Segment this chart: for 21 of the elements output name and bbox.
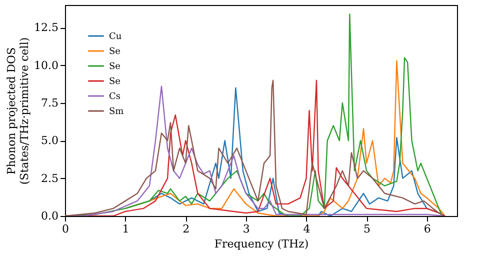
y-tick-label: 10.0 [34,58,58,72]
y-axis-title: Phonon projected DOS (States/THz·primitive cell) [5,37,32,185]
x-tick-label: 5 [364,222,371,236]
legend-label: Se [109,47,120,57]
y-tick-label: 5.0 [41,134,58,148]
x-tick-label: 1 [122,222,130,236]
legend-label: Cu [109,32,122,42]
y-tick-label: 12.5 [34,21,58,34]
x-axis-title: Frequency (THz) [214,238,309,250]
x-tick-label: 3 [242,222,250,236]
x-tick-label: 4 [303,222,310,236]
y-tick-label: 7.5 [41,96,58,110]
y-tick-label: 2.5 [41,172,58,185]
legend-label: Sm [109,107,124,117]
legend-label: Se [109,77,120,87]
x-tick-label: 2 [182,222,190,236]
legend-label: Se [109,62,120,72]
legend-label: Cs [109,92,121,102]
x-tick-label: 0 [62,222,69,236]
y-tick-label: 0.0 [41,210,58,222]
x-tick-label: 6 [424,222,431,236]
